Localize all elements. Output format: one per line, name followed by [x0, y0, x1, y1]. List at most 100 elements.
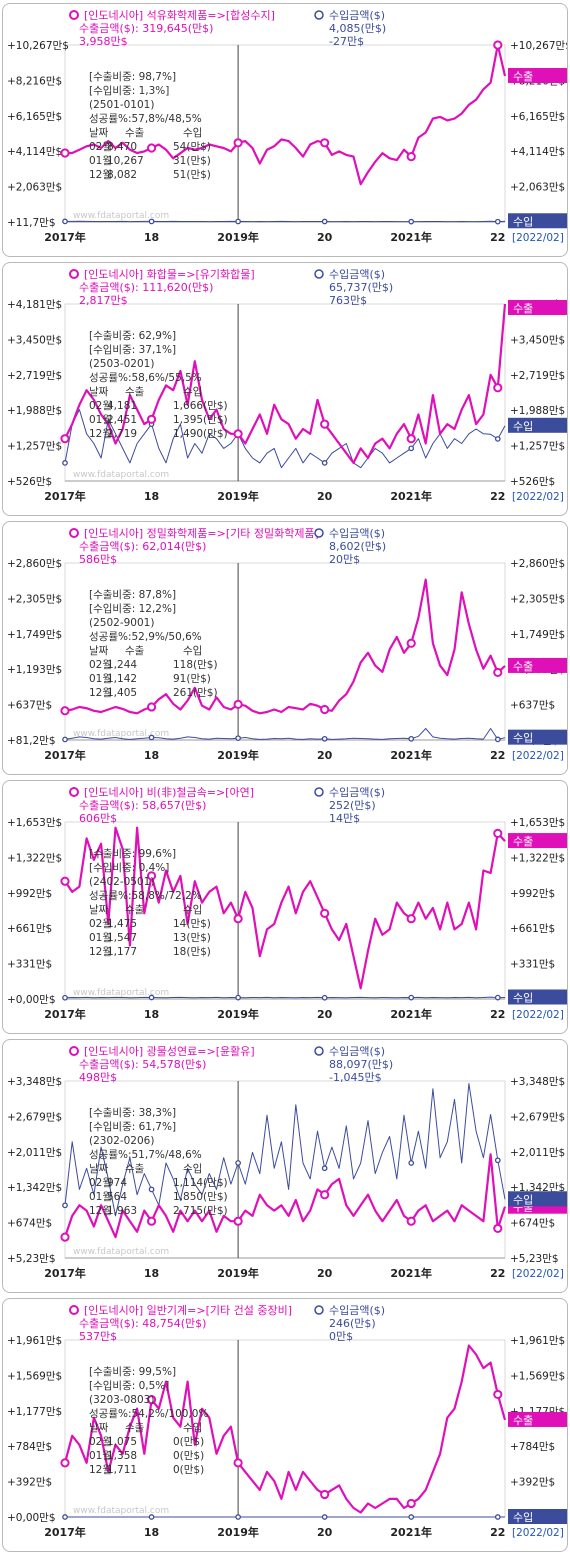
y-tick-label-left: +1,257만$ [7, 441, 62, 453]
export-data-point [146, 1216, 157, 1226]
y-tick-label-right: +331만$ [510, 959, 555, 971]
export-data-point [493, 383, 503, 393]
y-tick-label-right: +5,23만$ [510, 1253, 559, 1265]
chart-svg: www.fdataportal.com +10,267만$ +10,267만$ +8,… [7, 9, 568, 244]
table-cell: 18(만$) [173, 946, 211, 958]
import-data-point [321, 1165, 328, 1172]
y-tick-label-right: +1,569만$ [510, 1370, 565, 1382]
info-line: (2402-0501) [89, 876, 154, 888]
export-data-point [60, 148, 70, 158]
table-header-cell: 수입 [183, 1421, 202, 1434]
info-line: [수입비중: 61,7%] [89, 1120, 176, 1133]
table-cell: 1,244 [107, 659, 137, 671]
chart-title: [인도네시아] 정밀화학제품=>[기타 정밀화학제품] [84, 527, 319, 540]
x-tick-label: 2019年 [217, 1525, 259, 1539]
export-legend-marker [69, 1046, 79, 1056]
import-total: 252(만$) [329, 799, 376, 812]
info-line: [수입비중: 12,2%] [89, 602, 176, 615]
table-cell: 1,075 [107, 1436, 137, 1448]
x-tick-label: 2017年 [44, 748, 86, 762]
y-tick-label-left: +2,679만$ [7, 1111, 62, 1123]
import-badge-bg [508, 213, 567, 229]
export-data-point [146, 143, 157, 153]
x-tick-label: 22 [490, 490, 505, 503]
import-legend-label: 수입금액($) [329, 1045, 385, 1058]
import-badge: 수입 [513, 1511, 533, 1524]
import-badge: 수입 [513, 215, 533, 228]
y-tick-label-right: +392만$ [510, 1477, 555, 1489]
table-header-cell: 수출 [125, 386, 145, 398]
y-tick-label-right: +1,322만$ [510, 852, 565, 864]
x-tick-label: 2021年 [390, 1266, 432, 1280]
chart-svg: www.fdataportal.com +3,348만$ +3,348만$ +2,67… [7, 1044, 567, 1280]
table-cell: 10,267 [107, 155, 144, 167]
export-badge: 수출 [513, 302, 533, 315]
import-legend-label: 수입금액($) [329, 268, 385, 281]
import-data-point [408, 445, 415, 452]
export-series-line [64, 826, 506, 990]
x-tick-label: 18 [144, 1008, 159, 1021]
y-tick-label-right: +637만$ [510, 700, 555, 712]
date-badge: [2022/02] [512, 1268, 564, 1280]
table-header-cell: 수출 [125, 645, 145, 657]
chart-panel: www.fdataportal.com +10,267만$ +10,267만$ +8,… [2, 3, 568, 257]
export-data-point [320, 908, 330, 918]
y-tick-label-right: +4,114만$ [510, 146, 565, 158]
import-data-point [62, 460, 68, 466]
y-tick-label-right: +526만$ [510, 476, 555, 488]
export-badge-bg [508, 833, 567, 849]
import-total: 88,097(만$) [329, 1058, 393, 1071]
export-total: 수출금액($): 48,754(만$) [79, 1317, 206, 1330]
x-tick-label: 2017年 [44, 230, 86, 244]
chart-svg: www.fdataportal.com +1,653만$ +1,653만$ +1,32… [7, 786, 567, 1021]
table-cell: 02월 [89, 141, 112, 153]
x-tick-label: 20 [317, 749, 333, 762]
table-cell: 1,395(만$) [173, 414, 228, 426]
y-tick-label-left: +1,749만$ [7, 629, 62, 641]
x-tick-label: 2017年 [44, 1266, 86, 1280]
table-cell: 02월 [89, 400, 112, 412]
table-cell: 261(만$) [173, 687, 218, 699]
export-data-point [493, 667, 503, 678]
export-badge: 수출 [513, 660, 533, 673]
export-legend-marker [69, 10, 79, 20]
y-tick-label-left: +637만$ [7, 700, 52, 712]
import-badge-bg [508, 417, 567, 433]
table-cell: 01월 [89, 155, 112, 167]
info-line: (2501-0101) [89, 99, 154, 111]
table-header-cell: 날짜 [89, 1422, 109, 1434]
y-tick-label-left: +1,342만$ [7, 1182, 62, 1194]
table-cell: 0(만$) [173, 1436, 204, 1448]
import-legend-marker [314, 10, 324, 20]
export-data-point [320, 704, 330, 715]
table-cell: 14(만$) [173, 918, 211, 930]
chart-title: [인도네시아] 석유화학제품=>[합성수지] [84, 9, 275, 22]
table-header-cell: 날짜 [89, 127, 109, 139]
export-data-point [60, 1458, 70, 1468]
chart-svg: www.fdataportal.com +2,860만$ +2,860만$ +2,30… [7, 527, 567, 762]
table-cell: 1,142 [107, 673, 137, 685]
table-header-cell: 수입 [183, 903, 202, 916]
x-tick-label: 2017年 [44, 489, 86, 503]
export-data-point [406, 914, 416, 924]
import-data-point [235, 735, 241, 742]
table-cell: 01월 [89, 1450, 112, 1462]
export-total: 수출금액($): 54,578(만$) [79, 1058, 206, 1071]
table-cell: 02월 [89, 659, 112, 671]
import-data-point [235, 994, 241, 1001]
watermark: www.fdataportal.com [73, 470, 169, 480]
y-tick-label-left: +526만$ [7, 476, 52, 488]
import-legend-label: 수입금액($) [329, 1304, 385, 1317]
export-data-point [493, 40, 503, 50]
import-change: -1,045만$ [329, 1071, 382, 1084]
y-tick-label-right: +1,749만$ [510, 629, 565, 641]
table-cell: 01월 [89, 1191, 112, 1203]
export-data-point [406, 434, 416, 444]
y-tick-label-left: +2,305만$ [7, 593, 62, 605]
y-tick-label-left: +3,450만$ [7, 334, 62, 346]
export-change: 2,817만$ [79, 294, 128, 307]
export-legend-marker [69, 269, 79, 279]
export-data-point [60, 876, 70, 886]
export-data-point [60, 434, 70, 444]
y-tick-label-right: +10,267만$ [510, 40, 568, 52]
